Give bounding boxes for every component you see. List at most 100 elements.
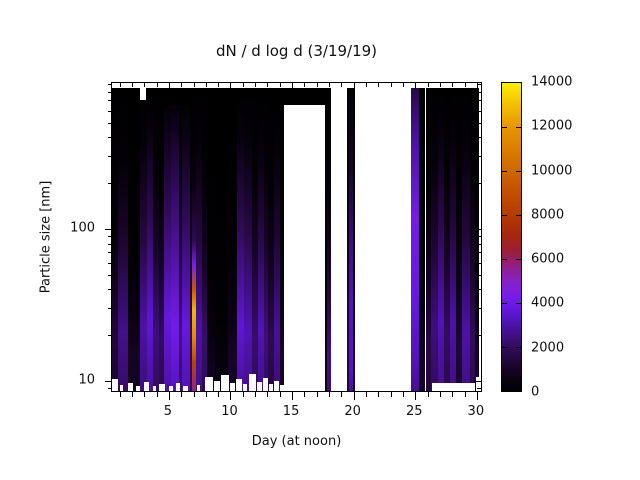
y-tick [108, 123, 112, 124]
heatmap-column [178, 88, 183, 391]
bottom-data-notch [128, 383, 134, 391]
x-tick [415, 392, 416, 400]
y-tick [477, 137, 481, 138]
heatmap-column [410, 88, 419, 391]
x-tick [341, 83, 342, 87]
bottom-data-notch [262, 378, 268, 391]
x-tick [428, 392, 429, 397]
heatmap-column [170, 88, 179, 391]
heatmap-column [202, 88, 208, 391]
y-tick [108, 252, 112, 253]
heatmap-column [182, 88, 191, 391]
y-tick [477, 244, 481, 245]
x-tick [329, 83, 330, 87]
x-tick [477, 83, 478, 90]
x-tick [317, 392, 318, 397]
heatmap-column [251, 88, 258, 391]
x-tick [317, 83, 318, 87]
y-tick [477, 252, 481, 253]
x-tick [391, 392, 392, 397]
x-tick-label: 10 [221, 404, 238, 419]
heatmap-column [243, 88, 252, 391]
bottom-data-notch [119, 385, 124, 391]
colorbar-tick [502, 215, 507, 216]
heatmap-column [228, 88, 237, 391]
colorbar [501, 82, 522, 392]
x-tick [230, 83, 231, 90]
y-tick [477, 123, 481, 124]
heatmap-column [215, 88, 228, 391]
colorbar-tick-label: 12000 [531, 118, 573, 134]
colorbar-tick-label: 6000 [531, 251, 565, 267]
bottom-data-notch [168, 386, 174, 391]
bottom-data-notch [256, 382, 262, 391]
x-tick [378, 83, 379, 87]
colorbar-tick [502, 171, 507, 172]
y-tick [477, 156, 481, 157]
x-tick [403, 392, 404, 397]
bottom-data-notch [175, 383, 180, 391]
x-tick [440, 392, 441, 397]
x-tick [341, 392, 342, 397]
heatmap-column [118, 88, 128, 391]
y-tick [108, 308, 112, 309]
x-tick [465, 83, 466, 87]
x-tick [206, 392, 207, 397]
heatmap-column [192, 88, 197, 391]
y-tick [105, 229, 112, 230]
x-tick [132, 83, 133, 87]
top-band-notch [139, 83, 146, 101]
x-tick [230, 392, 231, 400]
y-tick [108, 236, 112, 237]
heatmap-column [273, 88, 280, 391]
x-tick [452, 83, 453, 87]
y-tick [477, 92, 481, 93]
heatmap [112, 83, 481, 391]
x-tick [206, 83, 207, 87]
x-tick [181, 83, 182, 87]
x-tick [194, 392, 195, 397]
x-tick [304, 83, 305, 87]
heatmap-column [444, 88, 451, 391]
y-tick [108, 111, 112, 112]
colorbar-tick-label: 2000 [531, 340, 565, 356]
x-tick [465, 392, 466, 397]
x-tick [391, 83, 392, 87]
heatmap-column [431, 88, 439, 391]
heatmap-column [327, 88, 332, 391]
bottom-data-notch [205, 377, 213, 391]
bottom-data-notch [269, 384, 273, 391]
bottom-data-notch [431, 383, 476, 391]
y-tick [108, 289, 112, 290]
colorbar-tick [516, 303, 521, 304]
y-tick [474, 229, 481, 230]
heatmap-column [267, 88, 274, 391]
heatmap-column [470, 88, 475, 391]
heatmap-column [190, 88, 193, 391]
x-tick [169, 392, 170, 400]
x-tick [292, 392, 293, 400]
colorbar-tick [502, 347, 507, 348]
bottom-data-notch [196, 385, 201, 391]
x-tick [181, 392, 182, 397]
x-tick [415, 83, 416, 90]
y-tick-label: 100 [70, 220, 95, 236]
x-tick [452, 392, 453, 397]
heatmap-column [450, 88, 457, 391]
colorbar-tick-label: 0 [531, 384, 540, 400]
x-tick [120, 392, 121, 397]
y-tick [477, 183, 481, 184]
x-tick [354, 83, 355, 90]
x-tick [440, 83, 441, 87]
y-tick [477, 111, 481, 112]
y-tick [108, 244, 112, 245]
bottom-data-notch [112, 379, 119, 391]
heatmap-column [146, 88, 153, 391]
x-tick [120, 83, 121, 87]
x-tick-label: 30 [467, 404, 485, 419]
y-tick [477, 308, 481, 309]
plot-area [105, 82, 482, 400]
y-tick [108, 275, 112, 276]
x-tick-label: 25 [405, 404, 423, 419]
y-tick [477, 100, 481, 101]
